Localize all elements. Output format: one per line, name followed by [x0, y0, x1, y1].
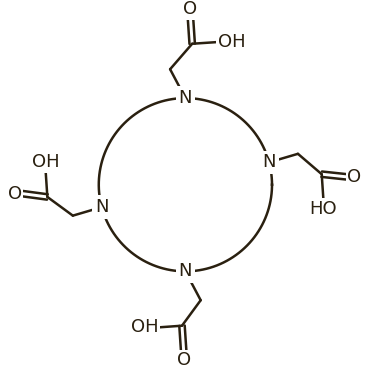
Text: O: O — [8, 185, 22, 202]
Text: OH: OH — [131, 319, 158, 336]
Text: O: O — [347, 168, 361, 186]
Text: OH: OH — [32, 154, 59, 171]
Text: OH: OH — [218, 33, 245, 51]
Text: HO: HO — [310, 200, 337, 218]
Text: N: N — [179, 262, 192, 280]
Text: N: N — [262, 153, 276, 171]
Text: O: O — [183, 0, 197, 18]
Text: N: N — [95, 198, 108, 216]
Text: N: N — [179, 89, 192, 107]
Text: O: O — [177, 351, 191, 369]
